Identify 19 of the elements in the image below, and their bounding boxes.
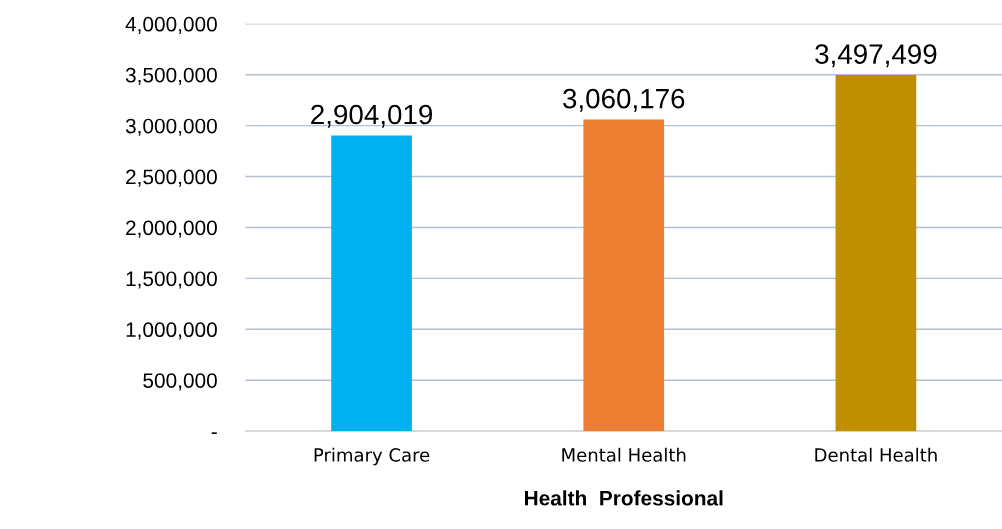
data-label: 3,497,499 (815, 44, 937, 68)
x-tick-label: Primary Care (314, 447, 430, 466)
x-axis-title: Health Professional (525, 490, 723, 506)
y-tick-label: 500,000 (143, 373, 217, 391)
y-tick-label: 3,500,000 (125, 67, 217, 85)
y-tick-label: 3,000,000 (125, 118, 217, 136)
x-tick-label: Mental Health (562, 447, 686, 462)
y-tick-label: 2,000,000 (126, 220, 217, 238)
bar (331, 135, 412, 432)
y-tick-label: 1,000,000 (126, 322, 217, 340)
data-label: 3,060,176 (563, 88, 685, 112)
y-tick-label: 1,500,000 (126, 271, 217, 289)
bar (583, 119, 665, 432)
x-tick-label: Dental Health (815, 447, 937, 462)
y-tick-label: - (211, 432, 217, 434)
bar (835, 74, 917, 432)
y-tick-label: 2,500,000 (126, 169, 217, 187)
data-label: 2,904,019 (311, 104, 433, 128)
y-tick-label: 4,000,000 (125, 16, 217, 35)
